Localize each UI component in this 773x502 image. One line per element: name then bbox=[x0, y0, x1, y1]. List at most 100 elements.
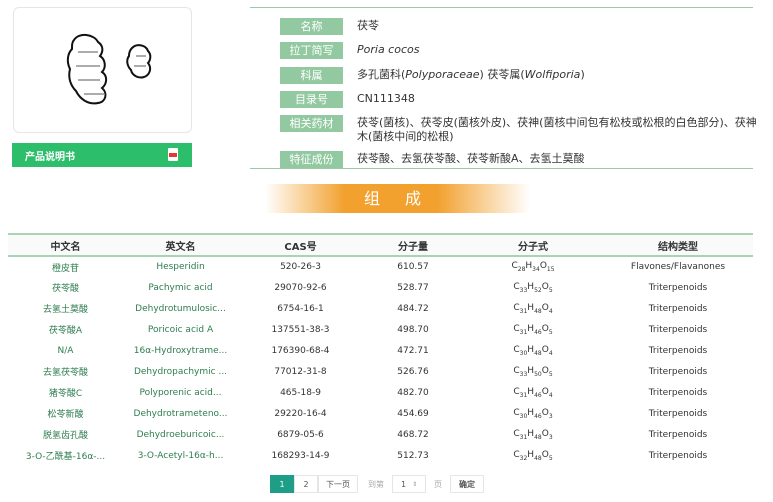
info-value-part: 多孔菌科( bbox=[357, 68, 406, 81]
structure-type-cell: Triterpenoids bbox=[648, 324, 708, 335]
structure-type-cell: Flavones/Flavanones bbox=[630, 262, 726, 272]
molecular-weight-cell: 610.57 bbox=[397, 262, 429, 272]
info-value: 茯苓酸、去氢茯苓酸、茯苓新酸A、去氢土莫酸 bbox=[357, 152, 585, 165]
chinese-name-cell[interactable]: 脱氢齿孔酸 bbox=[42, 431, 88, 441]
formula-cell: C33H50O5 bbox=[513, 365, 553, 378]
info-label: 特征成份 bbox=[280, 151, 343, 168]
info-label: 科属 bbox=[280, 67, 343, 84]
table-row: 脱氢齿孔酸 Dehydroeburicoic... 6879-05-6 468.72 C… bbox=[8, 424, 753, 445]
chinese-name-cell[interactable]: 去氢茯苓酸 bbox=[42, 368, 88, 378]
column-header: CAS号 bbox=[284, 241, 317, 253]
table-row: 茯苓酸 Pachymic acid 29070-92-6 528.77 C33H52O5… bbox=[8, 277, 753, 298]
info-row: 科属 多孔菌科(Polyporaceae) 茯苓属(Wolfiporia) bbox=[280, 67, 767, 84]
formula-cell: C31H46O5 bbox=[513, 323, 553, 336]
molecular-weight-cell: 528.77 bbox=[397, 282, 429, 293]
table-row: 松苓新酸 Dehydrotrameteno... 29220-16-4 454.69 C… bbox=[8, 403, 753, 424]
product-manual-button[interactable]: 产品说明书 bbox=[12, 143, 192, 167]
molecular-weight-cell: 512.73 bbox=[397, 450, 429, 461]
formula-cell: C31H48O3 bbox=[513, 428, 553, 441]
column-header: 中文名 bbox=[50, 241, 81, 253]
next-page-button[interactable]: 下一页 bbox=[318, 475, 358, 493]
chinese-name-cell[interactable]: 橙皮苷 bbox=[51, 263, 79, 274]
english-name-cell[interactable]: 16α-Hydroxytrame... bbox=[133, 345, 228, 356]
cas-cell: 29070-92-6 bbox=[274, 282, 327, 293]
info-label: 目录号 bbox=[280, 91, 343, 108]
table-row: 3-O-乙酰基-16α-... 3-O-Acetyl-16α-h... 168293… bbox=[8, 445, 753, 466]
info-row: 目录号 CN111348 bbox=[280, 91, 767, 108]
formula-cell: C32H48O5 bbox=[513, 449, 553, 462]
chinese-name-cell[interactable]: 去氢土莫酸 bbox=[42, 305, 88, 315]
info-value: 茯苓(菌核)、茯苓皮(菌核外皮)、茯神(菌核中间包有松枝或松根的白色部分)、茯神… bbox=[357, 116, 757, 143]
confirm-button[interactable]: 确定 bbox=[450, 475, 484, 493]
structure-type-cell: Triterpenoids bbox=[648, 345, 708, 356]
english-name-cell[interactable]: Dehydrotumulosic... bbox=[135, 303, 226, 314]
info-value: 多孔菌科(Polyporaceae) 茯苓属(Wolfiporia) bbox=[357, 67, 767, 84]
page-1-button[interactable]: 1 bbox=[270, 475, 294, 493]
column-header: 结构类型 bbox=[658, 241, 698, 253]
cas-cell: 29220-16-4 bbox=[274, 408, 327, 419]
chinese-name-cell[interactable]: N/A bbox=[57, 345, 74, 356]
english-name-cell[interactable]: Hesperidin bbox=[156, 262, 205, 272]
info-value: Poria cocos bbox=[357, 43, 420, 56]
goto-label: 到第 bbox=[368, 479, 384, 489]
page-number-input[interactable]: 1 ⇕ bbox=[392, 475, 426, 493]
stepper-icon[interactable]: ⇕ bbox=[412, 480, 418, 488]
english-name-cell[interactable]: Polyporenic acid... bbox=[139, 387, 222, 398]
info-label: 拉丁简写 bbox=[280, 42, 343, 59]
info-label: 相关药材 bbox=[280, 115, 343, 132]
chinese-name-cell[interactable]: 松苓新酸 bbox=[47, 410, 84, 420]
page-2-button[interactable]: 2 bbox=[294, 475, 318, 493]
info-value-part: ) bbox=[580, 68, 585, 81]
molecular-weight-cell: 482.70 bbox=[397, 387, 429, 398]
pagination: 1 2 下一页 到第 1 ⇕ 页 确定 bbox=[270, 475, 484, 493]
english-name-cell[interactable]: Pachymic acid bbox=[148, 282, 213, 293]
cas-cell: 6879-05-6 bbox=[277, 429, 324, 440]
info-value-part: Polyporaceae bbox=[405, 68, 480, 81]
formula-cell: C33H52O5 bbox=[513, 281, 553, 294]
info-row: 相关药材 茯苓(菌核)、茯苓皮(菌核外皮)、茯神(菌核中间包有松枝或松根的白色部分… bbox=[280, 115, 767, 144]
molecular-weight-cell: 472.71 bbox=[397, 345, 429, 356]
table-row: 橙皮苷 Hesperidin 520-26-3 610.57 C28H34O15 Flav… bbox=[8, 256, 753, 277]
english-name-cell[interactable]: Dehydropachymic ... bbox=[133, 366, 228, 377]
molecular-weight-cell: 498.70 bbox=[397, 324, 429, 335]
info-label: 名称 bbox=[280, 18, 343, 35]
cas-cell: 520-26-3 bbox=[280, 262, 321, 272]
pdf-icon bbox=[168, 148, 178, 161]
english-name-cell[interactable]: Poricoic acid A bbox=[147, 324, 214, 335]
info-value-part: Wolfiporia bbox=[524, 68, 581, 81]
cas-cell: 77012-31-8 bbox=[274, 366, 327, 377]
cas-cell: 465-18-9 bbox=[280, 387, 321, 398]
chinese-name-cell[interactable]: 茯苓酸 bbox=[51, 284, 79, 294]
table-row: 猪苓酸C Polyporenic acid... 465-18-9 482.70 C31… bbox=[8, 382, 753, 403]
cas-cell: 6754-16-1 bbox=[277, 303, 324, 314]
molecular-weight-cell: 468.72 bbox=[397, 429, 429, 440]
info-panel: 名称 茯苓拉丁简写 Poria cocos 科属 多孔菌科(Polyporaceae) … bbox=[250, 7, 757, 169]
table-row: 茯苓酸A Poricoic acid A 137551-38-3 498.70 C31H… bbox=[8, 319, 753, 340]
english-name-cell[interactable]: Dehydrotrameteno... bbox=[133, 408, 228, 419]
formula-cell: C31H46O4 bbox=[513, 386, 553, 399]
structure-type-cell: Triterpenoids bbox=[648, 450, 708, 461]
molecular-weight-cell: 484.72 bbox=[397, 303, 429, 314]
info-value: 茯苓 bbox=[357, 19, 379, 32]
structure-type-cell: Triterpenoids bbox=[648, 282, 708, 293]
table-row: 去氢土莫酸 Dehydrotumulosic... 6754-16-1 484.72 C… bbox=[8, 298, 753, 319]
table-row: 去氢茯苓酸 Dehydropachymic ... 77012-31-8 526.76… bbox=[8, 361, 753, 382]
column-header: 英文名 bbox=[165, 241, 196, 253]
cas-cell: 168293-14-9 bbox=[271, 450, 330, 461]
page-input-value: 1 bbox=[401, 479, 407, 489]
info-row: 拉丁简写 Poria cocos bbox=[280, 42, 767, 59]
chinese-name-cell[interactable]: 茯苓酸A bbox=[48, 326, 83, 336]
formula-cell: C30H48O4 bbox=[513, 344, 553, 357]
formula-cell: C30H46O3 bbox=[513, 407, 553, 420]
column-header: 分子式 bbox=[518, 241, 548, 253]
cas-cell: 176390-68-4 bbox=[271, 345, 330, 356]
info-value-part: ) 茯苓属( bbox=[479, 68, 525, 81]
structure-type-cell: Triterpenoids bbox=[648, 408, 708, 419]
chinese-name-cell[interactable]: 猪苓酸C bbox=[48, 389, 83, 399]
cas-cell: 137551-38-3 bbox=[271, 324, 330, 335]
english-name-cell[interactable]: 3-O-Acetyl-16α-h... bbox=[137, 450, 224, 461]
composition-table: 中文名 英文名 CAS号 分子量 分子式 结构类型 橙皮苷 Hesperidin 520-26… bbox=[8, 233, 753, 466]
english-name-cell[interactable]: Dehydroeburicoic... bbox=[136, 429, 225, 440]
chinese-name-cell[interactable]: 3-O-乙酰基-16α-... bbox=[25, 452, 106, 462]
formula-cell: C31H48O4 bbox=[513, 302, 553, 315]
